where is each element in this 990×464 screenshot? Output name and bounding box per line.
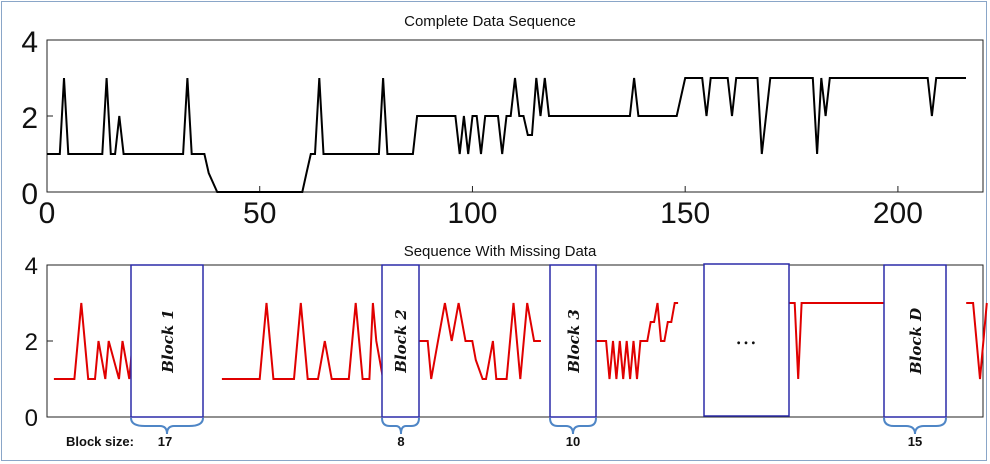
bottom-series-segment — [582, 302, 679, 380]
block-2-box — [381, 264, 420, 418]
bottom-y-tick-label: 4 — [25, 253, 38, 280]
block-3-label: Block 3 — [565, 309, 583, 374]
top-x-tick-label: 100 — [447, 197, 497, 230]
top-x-tick-label: 50 — [243, 197, 276, 230]
bottom-y-tick-label: 2 — [25, 329, 38, 356]
top-x-ticks: 0 50 100 150 200 — [39, 186, 923, 230]
block-1-size: 17 — [158, 434, 172, 449]
block-size-caption: Block size: — [66, 434, 134, 449]
top-series-line — [47, 77, 966, 193]
bottom-y-ticks: 0 2 4 — [25, 253, 53, 432]
top-panel: Complete Data Sequence 0 2 4 0 50 100 150 200 — [21, 13, 984, 230]
bottom-y-tick-label: 0 — [25, 405, 38, 432]
top-plot-area — [46, 39, 984, 193]
bottom-panel: Sequence With Missing Data 0 2 4 Block 1 B… — [25, 243, 988, 449]
bottom-title: Sequence With Missing Data — [404, 243, 597, 260]
top-x-tick-label: 150 — [660, 197, 710, 230]
bottom-series-segment — [966, 302, 988, 380]
block-2-label: Block 2 — [392, 309, 410, 374]
block-size-braces — [130, 417, 947, 435]
block-2-brace — [381, 417, 420, 435]
block-2-size: 8 — [397, 434, 404, 449]
missing-blocks: Block 1 Block 2 Block 3 … Block D — [130, 263, 947, 418]
top-title: Complete Data Sequence — [404, 13, 576, 30]
top-x-tick-label: 0 — [39, 197, 56, 230]
block-d-size: 15 — [908, 434, 922, 449]
top-y-tick-label: 2 — [21, 102, 38, 135]
block-1-box — [130, 264, 204, 418]
block-3-brace — [549, 417, 597, 435]
block-3-size: 10 — [566, 434, 580, 449]
block-3-box — [549, 264, 597, 418]
block-1-label: Block 1 — [159, 309, 177, 374]
top-y-tick-label: 0 — [21, 178, 38, 211]
block-d-brace — [883, 417, 947, 435]
block-ellipsis-box — [703, 263, 790, 417]
block-d-label: Block D — [907, 308, 925, 375]
block-1-brace — [130, 417, 204, 435]
top-y-tick-label: 4 — [21, 26, 38, 59]
top-x-tick-label: 200 — [873, 197, 923, 230]
bottom-series-segment — [410, 302, 541, 380]
ellipsis-text: … — [735, 325, 757, 350]
block-d-box — [883, 264, 947, 418]
top-y-ticks: 0 2 4 — [21, 26, 53, 211]
